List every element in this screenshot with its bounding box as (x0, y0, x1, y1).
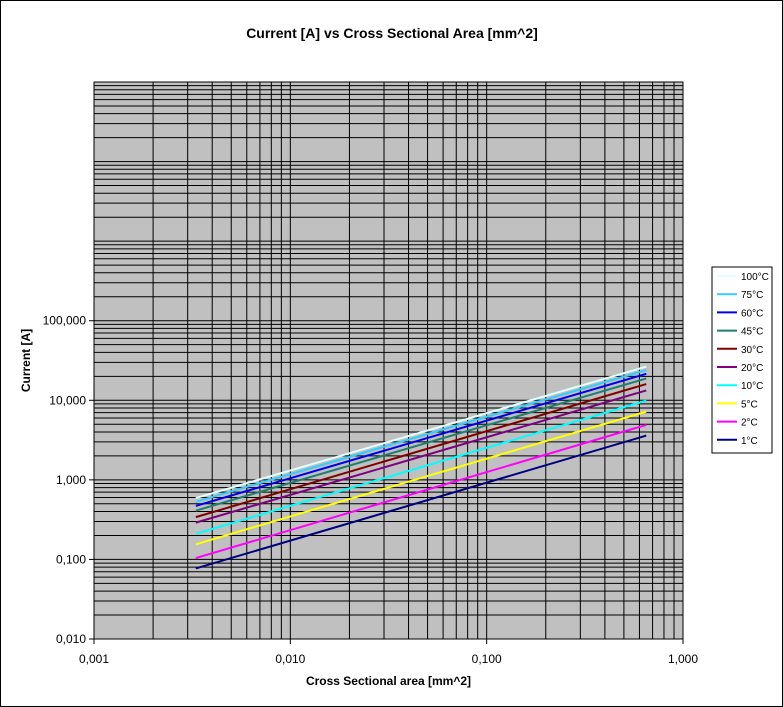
y-tick-label: 100,000 (43, 314, 87, 328)
legend-label: 2°C (741, 418, 758, 429)
legend-box (711, 266, 773, 454)
series-line-20C (195, 389, 647, 524)
x-axis-label: Cross Sectional area [mm^2] (306, 674, 471, 688)
series-line-5C (195, 410, 647, 546)
series-line-2C (195, 423, 647, 560)
legend-label: 75°C (741, 290, 763, 301)
chart-title: Current [A] vs Cross Sectional Area [mm^… (246, 25, 538, 41)
series-line-30C (195, 383, 647, 519)
legend-label: 1°C (741, 436, 758, 447)
x-tick-label: 0,001 (79, 652, 109, 666)
x-tick-label: 0,010 (275, 652, 305, 666)
y-axis-label: Current [A] (19, 329, 33, 392)
series-line-1C (195, 434, 647, 570)
legend-label: 10°C (741, 381, 763, 392)
legend-label: 5°C (741, 399, 758, 410)
series-line-10C (195, 399, 647, 535)
x-tick-label: 1,000 (668, 652, 698, 666)
grid-lines (93, 81, 684, 640)
legend-label: 20°C (741, 363, 763, 374)
series-line-45C (195, 377, 647, 512)
tick-labels: 0,001 0,010 0,100 1,000 0,010 0,100 1,000 10,00… (43, 314, 699, 666)
series-lines (195, 365, 647, 570)
y-tick-label: 1,000 (56, 473, 86, 487)
legend-label: 60°C (741, 308, 763, 319)
x-tick-label: 0,100 (472, 652, 502, 666)
y-tick-label: 0,100 (56, 552, 86, 566)
legend-label: 45°C (741, 327, 763, 338)
y-tick-label: 0,010 (56, 632, 86, 646)
y-tick-label: 10,000 (49, 393, 86, 407)
series-line-100C (195, 365, 647, 500)
series-line-60C (195, 372, 647, 507)
plot-area (93, 81, 684, 640)
legend-label: 30°C (741, 345, 763, 356)
legend-label: 100°C (741, 272, 769, 283)
legend: 100°C 75°C 60°C 45°C 30°C 20°C 10°C 5°C 2°C 1°C (711, 266, 773, 454)
series-line-75C (195, 369, 647, 503)
